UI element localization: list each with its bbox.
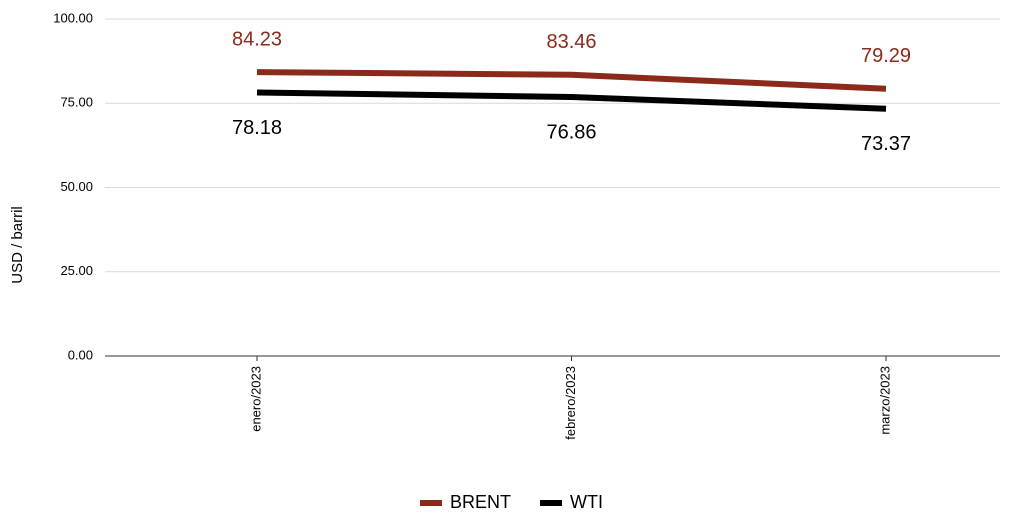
legend-label: BRENT	[450, 492, 511, 512]
y-tick-label: 75.00	[60, 95, 93, 110]
x-tick-label: enero/2023	[248, 366, 263, 432]
y-tick-label: 100.00	[53, 10, 93, 25]
data-label: 78.18	[232, 117, 282, 139]
y-tick-label: 50.00	[60, 179, 93, 194]
legend-label: WTI	[570, 492, 603, 512]
x-tick-label: febrero/2023	[563, 366, 578, 440]
y-tick-label: 0.00	[68, 347, 93, 362]
data-label: 84.23	[232, 28, 282, 50]
y-axis-title: USD / barril	[9, 206, 26, 284]
data-label: 76.86	[546, 121, 596, 143]
y-tick-label: 25.00	[60, 263, 93, 278]
line	[256, 89, 887, 112]
data-label: 73.37	[861, 133, 911, 155]
line	[256, 69, 887, 92]
data-label: 79.29	[861, 45, 911, 67]
x-tick-label: marzo/2023	[877, 366, 892, 435]
data-label: 83.46	[546, 31, 596, 53]
